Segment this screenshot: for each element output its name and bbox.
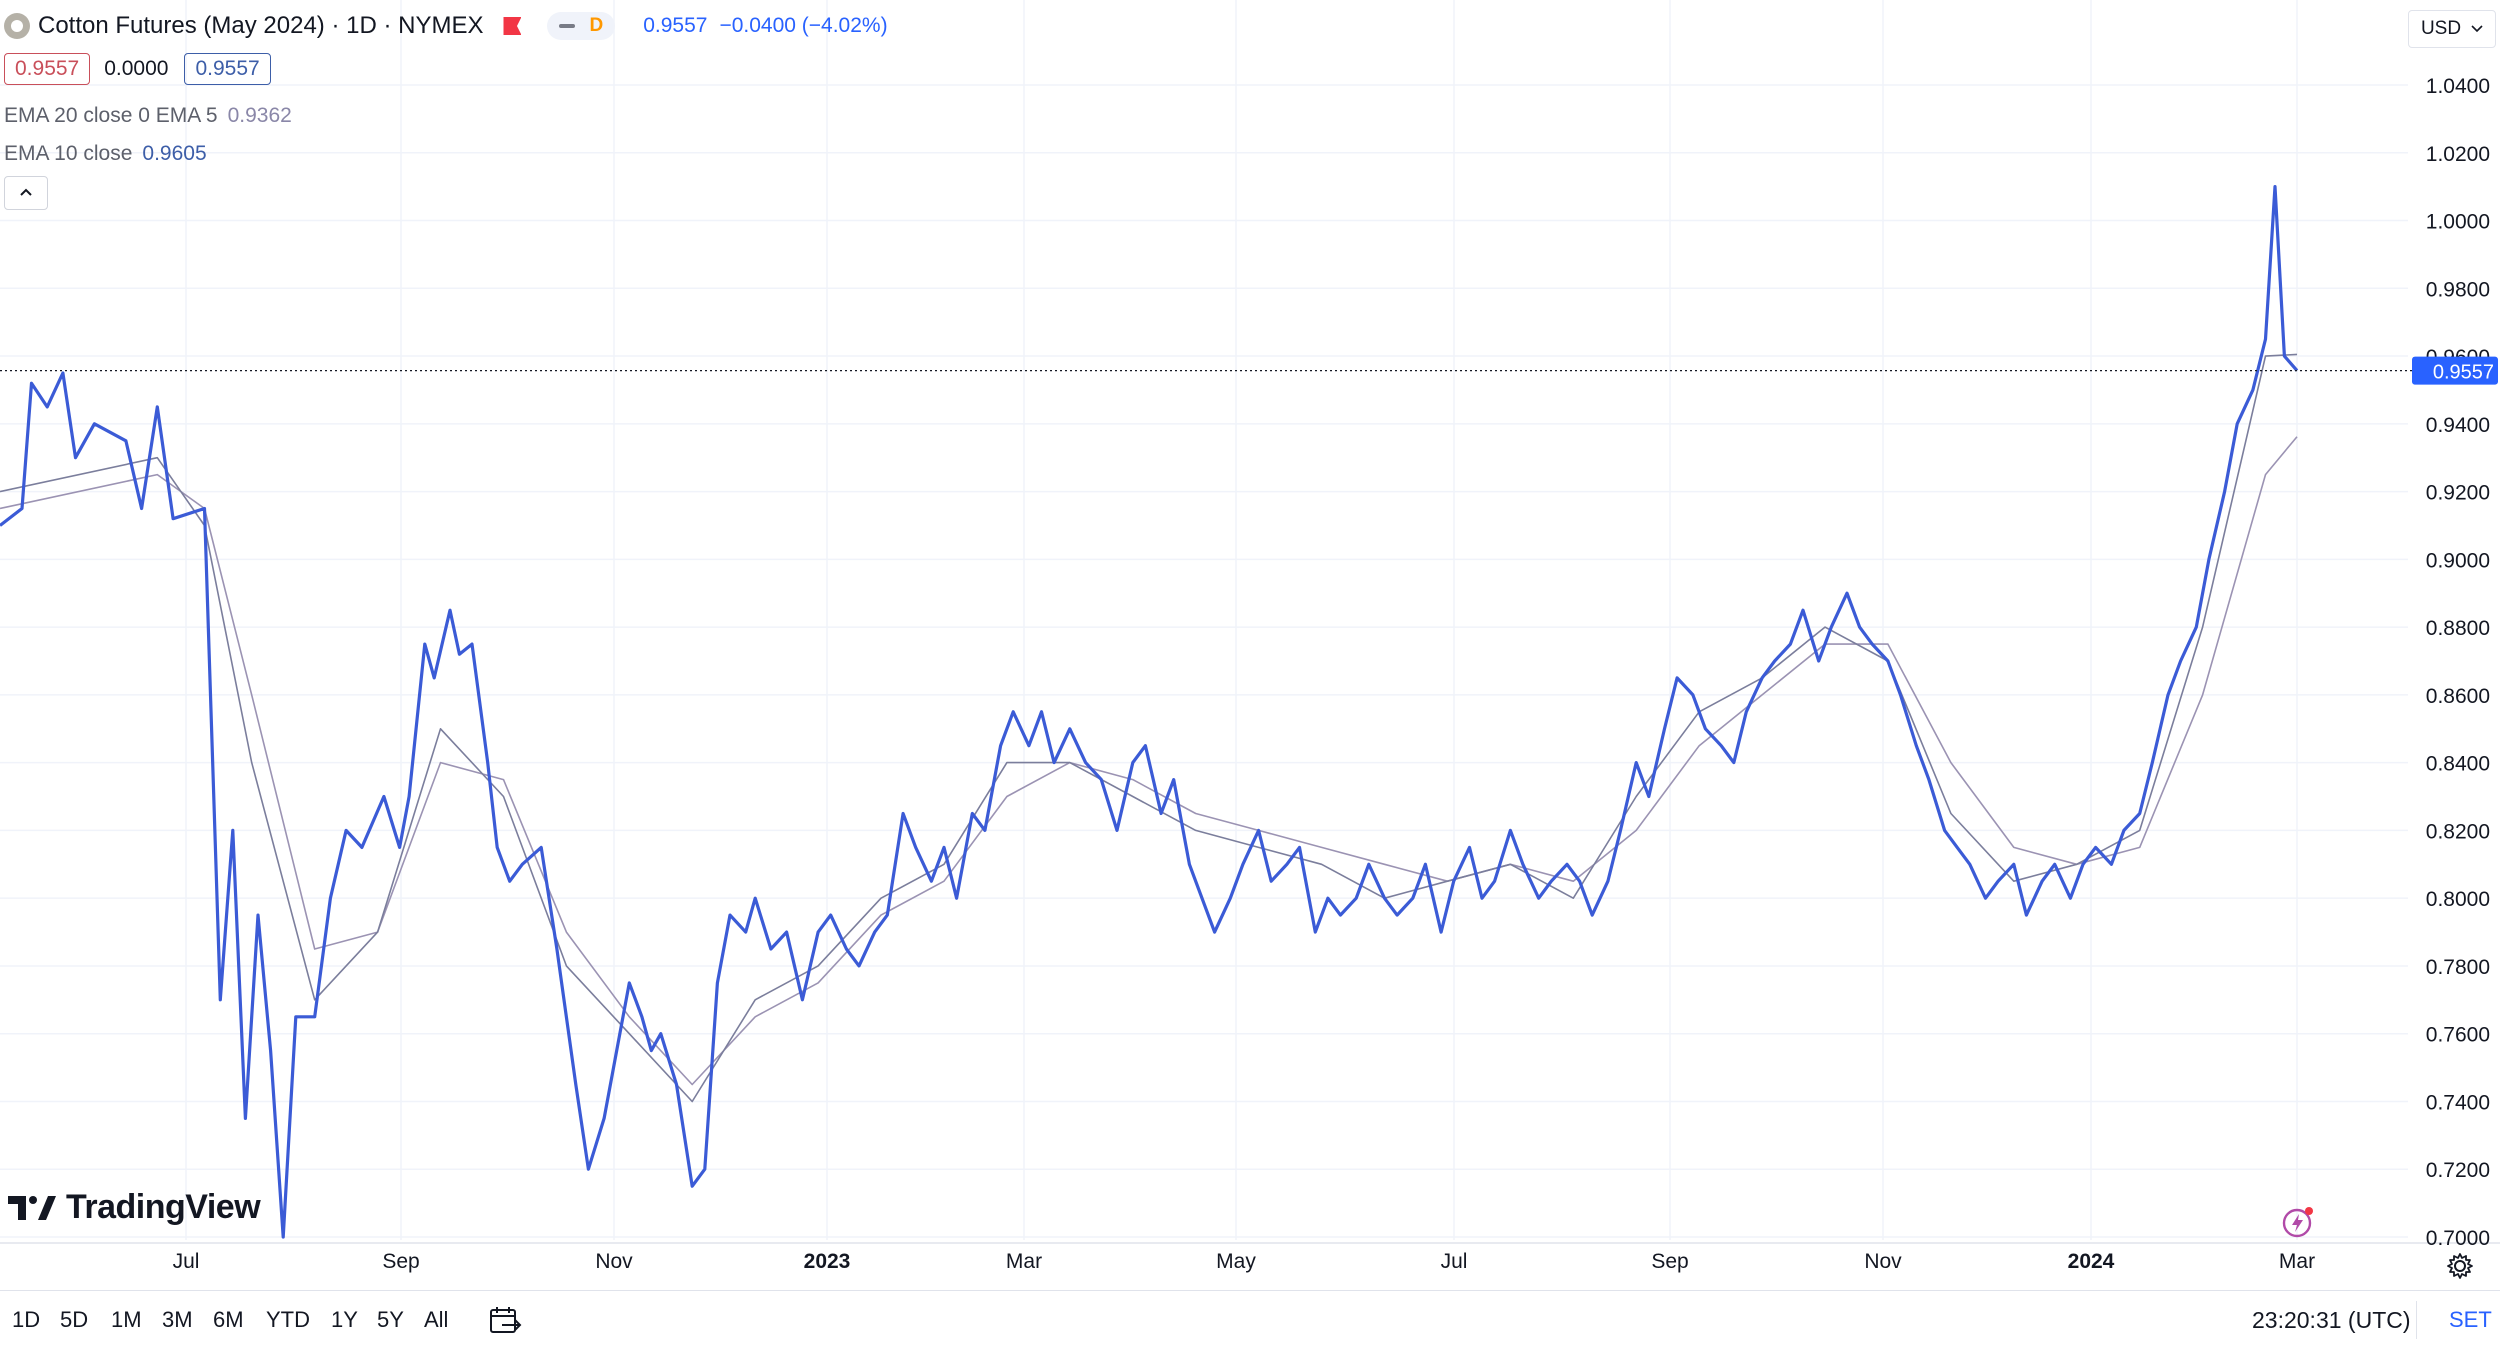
y-tick-label: 0.7200 [2426, 1159, 2490, 1182]
y-tick-label: 1.0400 [2426, 75, 2490, 98]
y-tick-label: 0.9800 [2426, 278, 2490, 301]
session-button[interactable]: SET [2449, 1307, 2492, 1332]
y-tick-label: 0.8800 [2426, 617, 2490, 640]
x-tick-label: 2023 [804, 1250, 851, 1273]
indicator-value: 0.9362 [227, 104, 292, 127]
range-1d-button[interactable]: 1D [12, 1307, 41, 1332]
symbol-legend: Cotton Futures (May 2024) · 1D · NYMEX D… [0, 12, 888, 40]
x-tick-label: Mar [2279, 1250, 2315, 1273]
collapse-legend-button[interactable] [4, 176, 48, 210]
price-line[interactable] [0, 185, 2299, 1239]
y-tick-label: 0.9200 [2426, 482, 2490, 505]
range-3m-button[interactable]: 3M [162, 1307, 193, 1332]
range-5d-button[interactable]: 5D [60, 1307, 89, 1332]
chart-title[interactable]: Cotton Futures (May 2024) · 1D · NYMEX [38, 12, 484, 39]
indicator-ema-20[interactable]: EMA 20 close 0 EMA 5 0.9362 [0, 104, 292, 128]
range-5y-button[interactable]: 5Y [377, 1307, 404, 1332]
x-tick-label: May [1216, 1250, 1256, 1273]
last-price-label: 0.9557 [2433, 362, 2494, 384]
flag-icon[interactable] [503, 17, 522, 35]
x-tick-label: Nov [595, 1250, 633, 1273]
range-1y-button[interactable]: 1Y [331, 1307, 358, 1332]
y-tick-label: 0.7000 [2426, 1227, 2490, 1250]
interval-badge: D [589, 15, 604, 36]
utc-clock[interactable]: 23:20:31 (UTC) [2252, 1307, 2411, 1333]
x-tick-label: Sep [382, 1250, 419, 1273]
x-tick-label: Jul [1441, 1250, 1468, 1273]
calendar-goto-icon[interactable] [488, 1305, 522, 1337]
range-all-button[interactable]: All [424, 1307, 449, 1332]
chevron-up-icon [20, 188, 32, 196]
last-price-badge [2412, 356, 2498, 385]
last-price: 0.9557 [643, 14, 708, 37]
buy-price-box[interactable]: 0.9557 [184, 53, 271, 85]
x-tick-label: Mar [1006, 1250, 1042, 1273]
indicator-label: EMA 10 close [4, 142, 133, 165]
tradingview-logo[interactable]: TradingView [8, 1188, 261, 1227]
lightning-icon[interactable] [2280, 1204, 2316, 1240]
y-tick-label: 0.8000 [2426, 888, 2490, 911]
currency-label: USD [2420, 18, 2462, 39]
currency-selector[interactable]: USD [2408, 10, 2496, 48]
y-tick-label: 0.8200 [2426, 820, 2490, 843]
x-tick-label: Sep [1651, 1250, 1688, 1273]
price-chart[interactable]: 0.7000 0.7200 0.7400 0.7600 0.7800 0.8000 0.82… [0, 0, 2500, 1290]
spread-value: 0.0000 [104, 57, 169, 80]
y-tick-label: 0.7400 [2426, 1091, 2490, 1114]
sell-price-box[interactable]: 0.9557 [4, 53, 91, 85]
indicator-label: EMA 20 close 0 EMA 5 [4, 104, 218, 127]
divider [2416, 1301, 2417, 1339]
price-change: −0.0400 (−4.02%) [719, 14, 888, 37]
y-tick-label: 0.9400 [2426, 414, 2490, 437]
x-tick-label: 2024 [2068, 1250, 2115, 1273]
x-tick-label: Nov [1864, 1250, 1902, 1273]
ema-20-line[interactable] [0, 436, 2298, 1086]
y-tick-label: 0.8600 [2426, 685, 2490, 708]
indicator-value: 0.9605 [142, 142, 207, 165]
tradingview-logo-icon [8, 1195, 56, 1220]
range-6m-button[interactable]: 6M [213, 1307, 244, 1332]
chevron-down-icon [2471, 25, 2483, 33]
cotton-symbol-icon [4, 13, 30, 39]
y-tick-label: 0.7800 [2426, 956, 2490, 979]
ema-10-line[interactable] [0, 353, 2298, 1103]
gear-icon[interactable] [2445, 1251, 2475, 1281]
market-closed-icon [559, 24, 576, 28]
y-tick-label: 1.0200 [2426, 143, 2490, 166]
market-status-pill[interactable]: D [547, 12, 616, 40]
indicator-ema-10[interactable]: EMA 10 close 0.9605 [0, 142, 207, 166]
range-1m-button[interactable]: 1M [111, 1307, 142, 1332]
y-tick-label: 0.9000 [2426, 549, 2490, 572]
y-tick-label: 0.7600 [2426, 1024, 2490, 1047]
range-ytd-button[interactable]: YTD [266, 1307, 310, 1332]
bottom-toolbar: 1D 5D 1M 3M 6M YTD 1Y 5Y All 23:20:31 (U… [0, 1290, 2500, 1352]
bid-ask-row: 0.9557 0.0000 0.9557 [0, 53, 271, 85]
brand-name: TradingView [66, 1188, 261, 1226]
y-tick-label: 1.0000 [2426, 211, 2490, 234]
y-tick-label: 0.8400 [2426, 753, 2490, 776]
x-tick-label: Jul [173, 1250, 200, 1273]
